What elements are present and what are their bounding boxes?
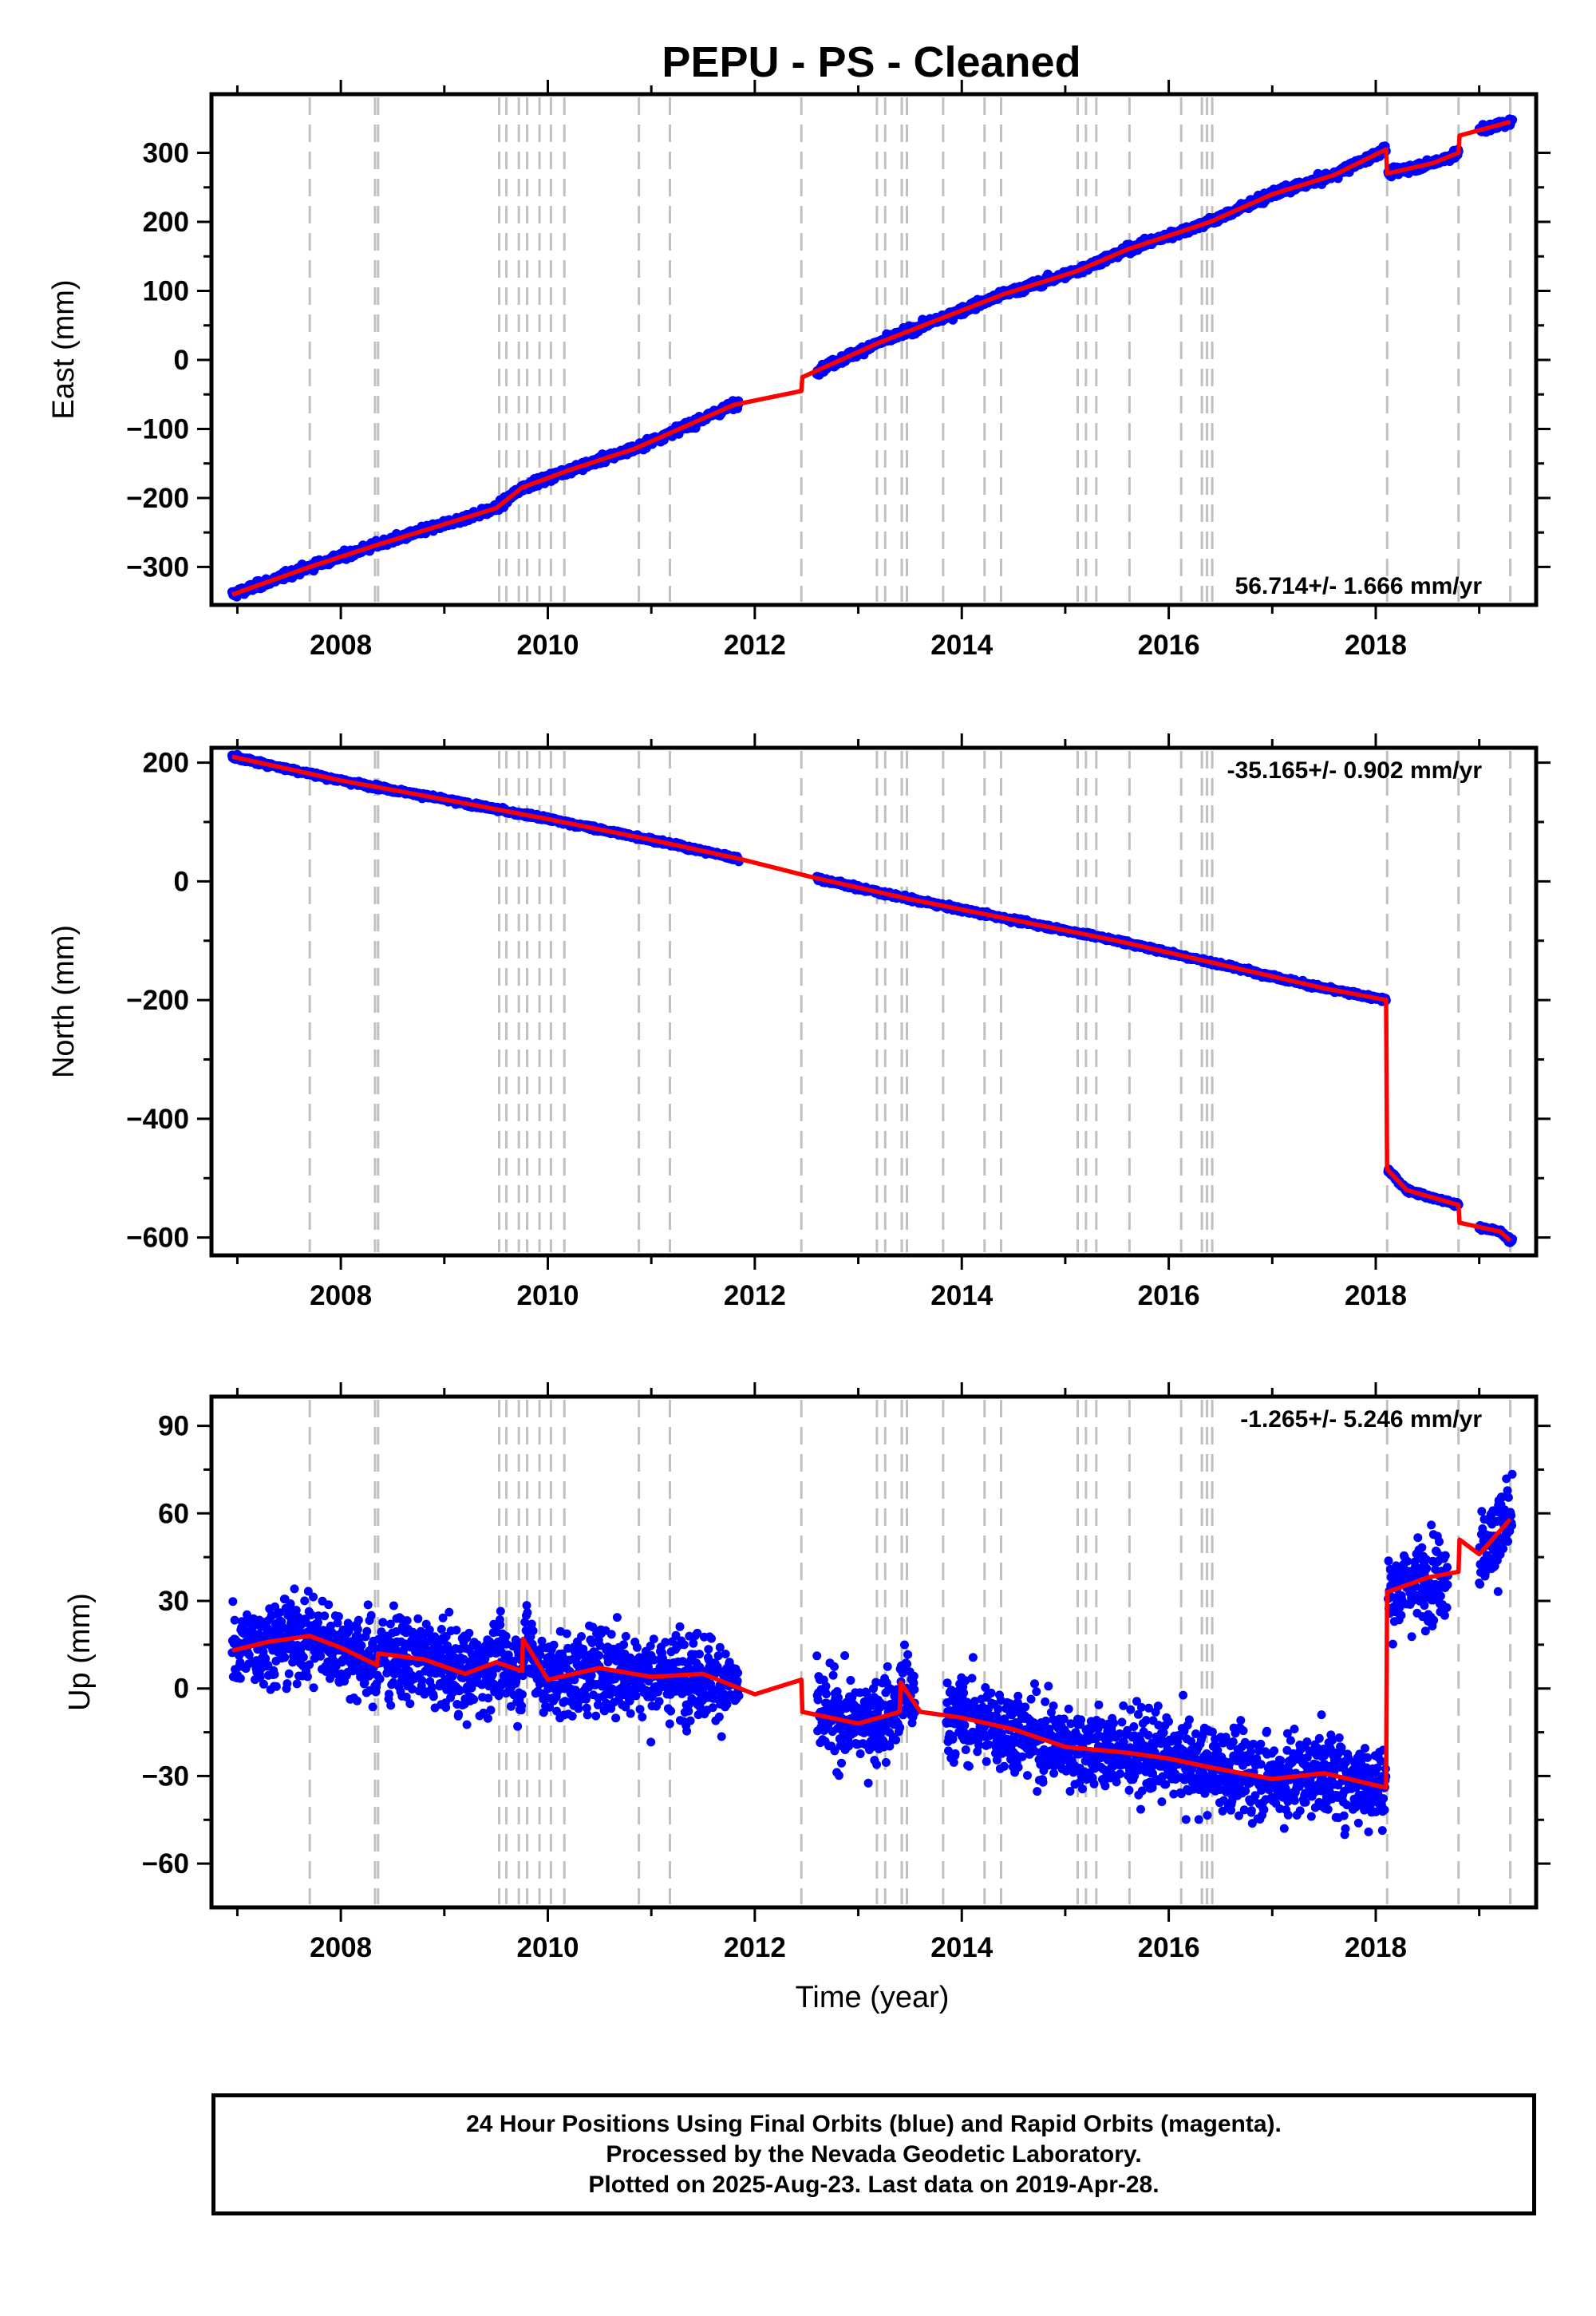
east-y-axis-label: East (mm) xyxy=(47,279,81,419)
x-tick-label: 2008 xyxy=(310,630,372,661)
x-tick-label: 2018 xyxy=(1345,630,1407,661)
east-data-points xyxy=(227,114,1518,602)
y-tick-label: −100 xyxy=(126,413,189,445)
chart-title: PEPU - PS - Cleaned xyxy=(662,38,1080,86)
y-tick-label: −200 xyxy=(126,483,189,514)
north-panel: 2008 2010 2012 2014 2016 2018−600−400−2000200… xyxy=(47,733,1551,1311)
north-data-points xyxy=(227,749,1518,1247)
y-tick-label: 200 xyxy=(143,207,189,238)
north-event-lines xyxy=(308,751,1512,1252)
x-tick-label: 2014 xyxy=(930,630,993,661)
y-tick-label: 100 xyxy=(143,275,189,306)
x-tick-label: 2012 xyxy=(724,630,786,661)
east-rate-label: 56.714+/- 1.666 mm/yr xyxy=(1235,573,1483,599)
east-model-line xyxy=(231,119,1511,597)
east-panel: 2008 2010 2012 2014 2016 2018 −300 −200 −100 0 100… xyxy=(47,80,1551,661)
y-tick-label: 300 xyxy=(143,138,189,169)
east-frame xyxy=(209,92,1539,607)
y-tick-label: 0 xyxy=(174,345,189,376)
y-tick-label: −300 xyxy=(126,551,189,583)
x-tick-label: 2010 xyxy=(517,630,579,661)
x-tick-label: 2016 xyxy=(1138,630,1200,661)
